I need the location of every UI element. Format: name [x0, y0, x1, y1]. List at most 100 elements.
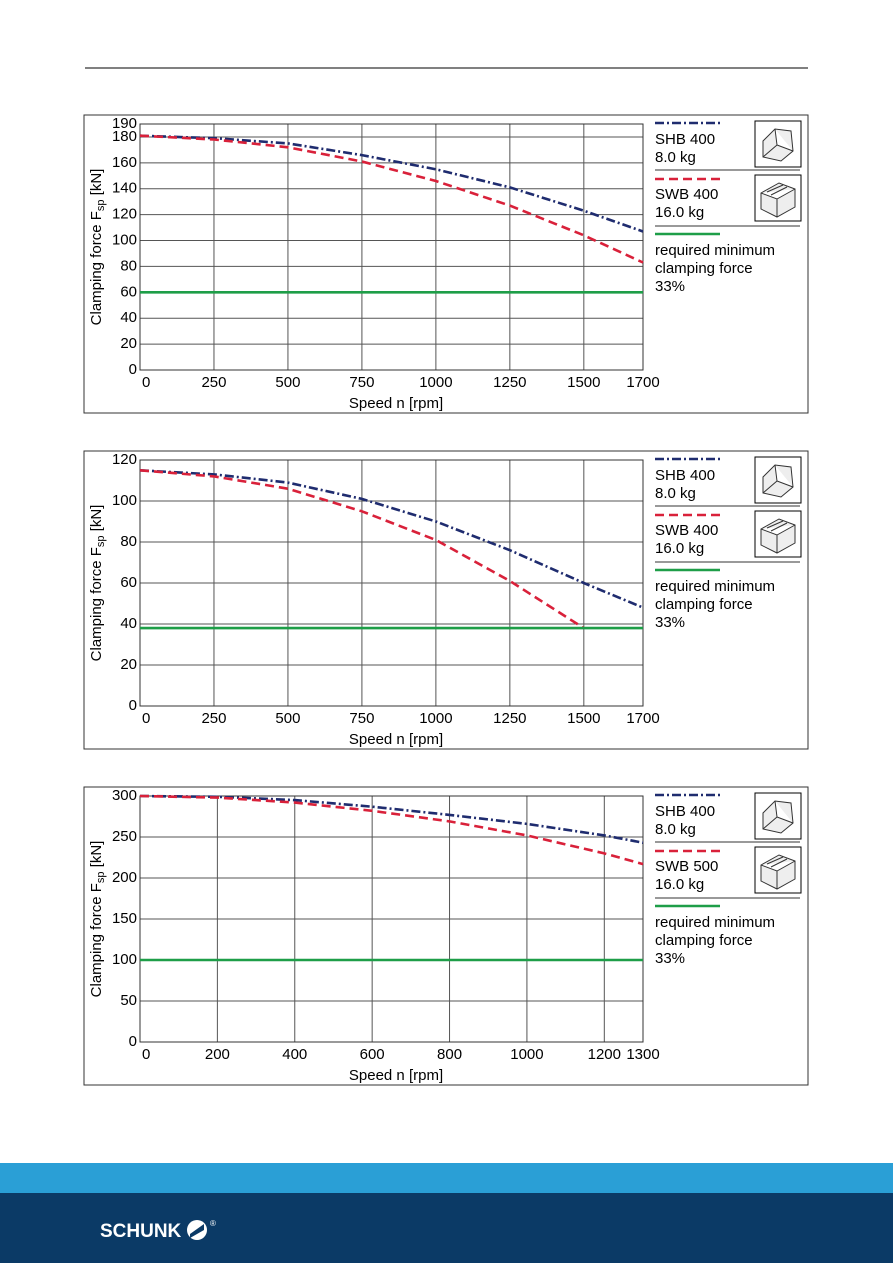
plot-frame	[139, 459, 644, 707]
y-axis-title-main: Clamping force F	[88, 883, 105, 997]
y-axis-title: Clamping force Fsp [kN]	[88, 169, 107, 326]
x-tick-label: 1700	[626, 374, 659, 391]
y-tick-label: 40	[120, 615, 137, 632]
legend-label: required minimum	[655, 242, 775, 259]
x-tick-label: 1200	[588, 1046, 621, 1063]
y-tick-label: 180	[112, 128, 137, 145]
y-tick-label: 120	[112, 451, 137, 468]
x-tick-label: 1500	[567, 374, 600, 391]
legend-label: clamping force	[655, 260, 753, 277]
jaw-icon	[760, 182, 796, 218]
chart-frame	[83, 114, 809, 414]
y-axis-title-sub: sp	[95, 536, 107, 548]
y-tick-label: 20	[120, 656, 137, 673]
x-tick-label: 500	[275, 374, 300, 391]
series-line	[139, 469, 644, 609]
chart-frame	[83, 450, 809, 750]
legend-label: SWB 500	[655, 858, 718, 875]
x-tick-label: 1300	[626, 1046, 659, 1063]
series-line	[139, 134, 644, 264]
y-tick-label: 40	[120, 309, 137, 326]
legend-label: 16.0 kg	[655, 204, 704, 221]
footer	[0, 1193, 893, 1263]
x-tick-label: 1000	[419, 710, 452, 727]
legend-label: 8.0 kg	[655, 821, 696, 838]
y-tick-label: 50	[120, 992, 137, 1009]
y-tick-label: 150	[112, 910, 137, 927]
y-tick-label: 250	[112, 828, 137, 845]
y-tick-label: 100	[112, 231, 137, 248]
legend-label: SHB 400	[655, 803, 715, 820]
y-tick-label: 140	[112, 180, 137, 197]
y-tick-label: 60	[120, 574, 137, 591]
y-tick-label: 0	[129, 361, 137, 378]
legend-label: 33%	[655, 950, 685, 967]
x-tick-label: 0	[142, 1046, 150, 1063]
x-tick-label: 250	[201, 710, 226, 727]
legend-label: SHB 400	[655, 467, 715, 484]
y-tick-label: 200	[112, 869, 137, 886]
legend-label: clamping force	[655, 932, 753, 949]
y-axis-title-main: Clamping force F	[88, 211, 105, 325]
legend-label: 33%	[655, 614, 685, 631]
plot-frame	[139, 123, 644, 371]
x-tick-label: 1250	[493, 710, 526, 727]
x-tick-label: 750	[349, 710, 374, 727]
x-axis-title: Speed n [rpm]	[349, 395, 443, 412]
y-axis-title-unit: [kN]	[88, 169, 105, 200]
x-tick-label: 500	[275, 710, 300, 727]
legend-label: SWB 400	[655, 186, 718, 203]
y-axis-title-main: Clamping force F	[88, 547, 105, 661]
jaw-icon	[762, 464, 794, 498]
y-tick-label: 20	[120, 335, 137, 352]
y-tick-label: 190	[112, 115, 137, 132]
series-line	[139, 134, 644, 233]
y-axis-title: Clamping force Fsp [kN]	[88, 841, 107, 998]
x-tick-label: 1000	[510, 1046, 543, 1063]
jaw-icon	[760, 518, 796, 554]
y-tick-label: 300	[112, 787, 137, 804]
x-tick-label: 800	[437, 1046, 462, 1063]
brand-logo-mark	[190, 1224, 204, 1238]
series-line	[139, 469, 585, 630]
x-tick-label: 200	[205, 1046, 230, 1063]
legend-label: 16.0 kg	[655, 876, 704, 893]
series-line	[139, 794, 644, 866]
y-axis-title-sub: sp	[95, 200, 107, 212]
y-tick-label: 80	[120, 533, 137, 550]
y-tick-label: 0	[129, 697, 137, 714]
legend-label: 8.0 kg	[655, 149, 696, 166]
x-tick-label: 0	[142, 374, 150, 391]
x-tick-label: 750	[349, 374, 374, 391]
x-tick-label: 250	[201, 374, 226, 391]
legend-label: SHB 400	[655, 131, 715, 148]
y-axis-title-unit: [kN]	[88, 841, 105, 872]
plot-frame	[139, 795, 644, 1043]
x-tick-label: 400	[282, 1046, 307, 1063]
legend-label: 8.0 kg	[655, 485, 696, 502]
legend-label: clamping force	[655, 596, 753, 613]
jaw-icon	[762, 128, 794, 162]
y-axis-title-sub: sp	[95, 872, 107, 884]
y-tick-label: 80	[120, 257, 137, 274]
y-tick-label: 160	[112, 154, 137, 171]
y-tick-label: 120	[112, 206, 137, 223]
footer-band	[0, 1163, 893, 1193]
y-tick-label: 100	[112, 492, 137, 509]
x-tick-label: 0	[142, 710, 150, 727]
y-tick-label: 0	[129, 1033, 137, 1050]
jaw-icon	[760, 854, 796, 890]
x-axis-title: Speed n [rpm]	[349, 731, 443, 748]
x-axis-title: Speed n [rpm]	[349, 1067, 443, 1084]
y-axis-title: Clamping force Fsp [kN]	[88, 505, 107, 662]
legend-label: SWB 400	[655, 522, 718, 539]
x-tick-label: 600	[360, 1046, 385, 1063]
x-tick-label: 1250	[493, 374, 526, 391]
legend-label: 16.0 kg	[655, 540, 704, 557]
x-tick-label: 1000	[419, 374, 452, 391]
y-axis-title-unit: [kN]	[88, 505, 105, 536]
brand-registered: ®	[210, 1219, 216, 1228]
